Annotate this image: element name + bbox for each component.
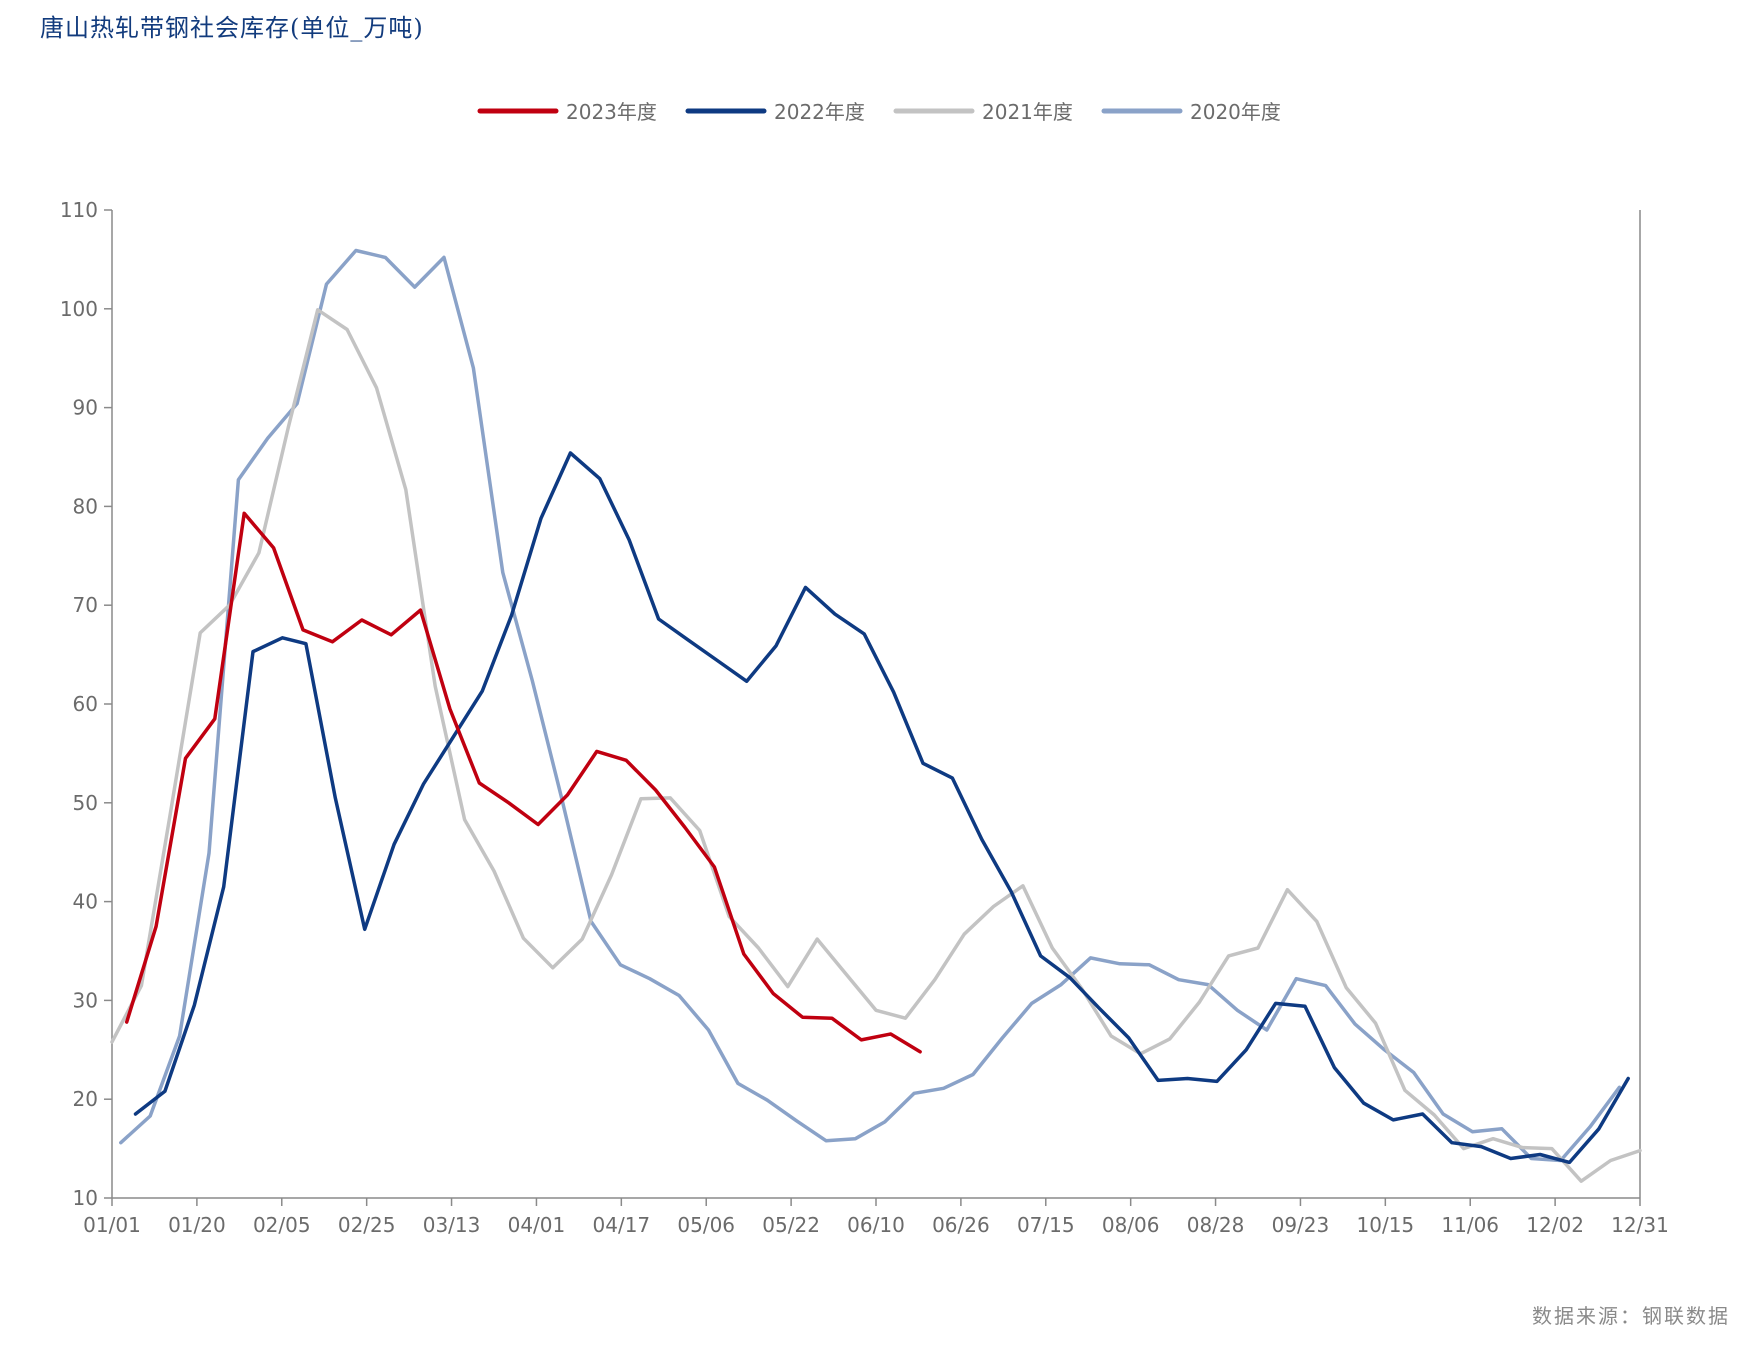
y-tick-label: 20 (73, 1087, 98, 1111)
y-ticks: 10 20 30 40 50 60 70 80 90 100 110 (60, 198, 112, 1210)
series-lines (110, 248, 1642, 1183)
series-line-2022年度 (133, 451, 1630, 1165)
chart-title: 唐山热轧带钢社会库存(单位_万吨) (40, 14, 424, 42)
x-tick-label: 08/28 (1187, 1213, 1245, 1237)
axes (111, 210, 1641, 1199)
x-tick-label: 02/25 (338, 1213, 396, 1237)
x-tick-label: 12/31 (1611, 1213, 1669, 1237)
x-tick-label: 01/01 (83, 1213, 141, 1237)
legend-label: 2023年度 (566, 100, 657, 124)
series-line-2020年度 (119, 248, 1622, 1163)
x-tick-label: 10/15 (1357, 1213, 1415, 1237)
data-source: 数据来源：钢联数据 (1532, 1304, 1730, 1328)
y-tick-label: 70 (73, 593, 98, 617)
series-line-2023年度 (124, 511, 922, 1054)
x-tick-label: 07/15 (1017, 1213, 1075, 1237)
x-tick-label: 06/10 (847, 1213, 905, 1237)
y-tick-label: 60 (73, 692, 98, 716)
y-tick-label: 40 (73, 890, 98, 914)
x-tick-label: 01/20 (168, 1213, 226, 1237)
legend: 2023年度 2022年度 2021年度 2020年度 (477, 100, 1281, 124)
series-line-2021年度 (110, 308, 1642, 1183)
legend-label: 2022年度 (774, 100, 865, 124)
y-tick-label: 80 (73, 494, 98, 518)
y-tick-label: 30 (73, 988, 98, 1012)
x-tick-label: 04/17 (593, 1213, 651, 1237)
x-tick-label: 05/22 (762, 1213, 820, 1237)
legend-label: 2020年度 (1190, 100, 1281, 124)
legend-label: 2021年度 (982, 100, 1073, 124)
x-tick-label: 09/23 (1272, 1213, 1330, 1237)
y-tick-label: 10 (73, 1186, 98, 1210)
y-tick-label: 90 (73, 396, 98, 420)
x-tick-label: 11/06 (1441, 1213, 1499, 1237)
x-tick-label: 02/05 (253, 1213, 311, 1237)
x-ticks: 01/01 01/20 02/05 02/25 03/13 04/01 04/17 05/06… (83, 1198, 1669, 1237)
x-tick-label: 05/06 (677, 1213, 735, 1237)
x-tick-label: 03/13 (423, 1213, 481, 1237)
x-tick-label: 04/01 (508, 1213, 566, 1237)
y-tick-label: 100 (60, 297, 98, 321)
x-tick-label: 12/02 (1526, 1213, 1584, 1237)
x-tick-label: 06/26 (932, 1213, 990, 1237)
x-tick-label: 08/06 (1102, 1213, 1160, 1237)
y-tick-label: 50 (73, 791, 98, 815)
y-tick-label: 110 (60, 198, 98, 222)
